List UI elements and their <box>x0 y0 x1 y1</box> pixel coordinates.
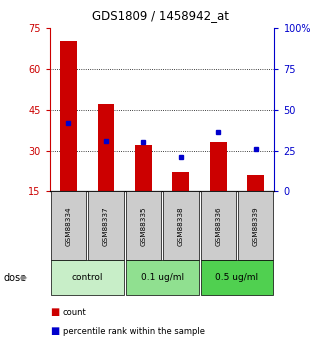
Text: ▶: ▶ <box>21 273 27 282</box>
Text: GSM88338: GSM88338 <box>178 206 184 246</box>
Text: 0.1 ug/ml: 0.1 ug/ml <box>141 273 184 282</box>
Text: percentile rank within the sample: percentile rank within the sample <box>63 327 204 336</box>
Text: dose: dose <box>3 273 26 283</box>
Bar <box>135 145 152 191</box>
Text: GDS1809 / 1458942_at: GDS1809 / 1458942_at <box>92 9 229 22</box>
Text: count: count <box>63 308 86 317</box>
Text: 0.5 ug/ml: 0.5 ug/ml <box>215 273 259 282</box>
Text: GSM88335: GSM88335 <box>140 206 146 246</box>
Bar <box>210 142 227 191</box>
Bar <box>247 175 264 191</box>
Bar <box>98 104 114 191</box>
Text: control: control <box>72 273 103 282</box>
Bar <box>172 172 189 191</box>
Text: ■: ■ <box>50 307 59 317</box>
Text: GSM88337: GSM88337 <box>103 206 109 246</box>
Text: ■: ■ <box>50 326 59 336</box>
Text: GSM88339: GSM88339 <box>253 206 259 246</box>
Text: GSM88336: GSM88336 <box>215 206 221 246</box>
Bar <box>60 41 77 191</box>
Text: GSM88334: GSM88334 <box>65 206 72 246</box>
